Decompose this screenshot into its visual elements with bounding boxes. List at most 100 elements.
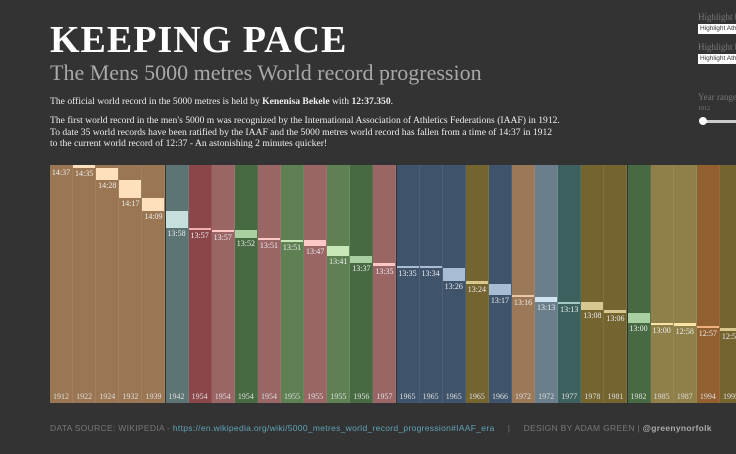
- year-range-label: Year range: [698, 92, 736, 102]
- body-line-3: to the current world record of 12:37 - A…: [50, 138, 328, 149]
- year-label: 1955: [330, 392, 347, 401]
- improvement-block: [73, 165, 96, 169]
- time-label: 12:58: [675, 327, 694, 337]
- improvement-block: [373, 262, 396, 266]
- improvement-block: [396, 265, 419, 268]
- time-label: 14:17: [121, 198, 140, 208]
- record-bar[interactable]: 13:17 1966: [488, 165, 512, 403]
- record-bar[interactable]: 13:37 1956: [350, 165, 374, 403]
- source-link[interactable]: https://en.wikipedia.org/wiki/5000_metre…: [172, 423, 495, 433]
- time-label: 13:24: [467, 284, 486, 294]
- slider-handle[interactable]: [699, 117, 707, 125]
- year-label: 1981: [607, 392, 624, 401]
- year-label: 1954: [214, 392, 231, 401]
- record-bar[interactable]: 13:51 1954: [257, 165, 281, 403]
- year-label: 1987: [676, 392, 693, 401]
- time-label: 12:57: [698, 329, 717, 339]
- time-label: 14:09: [144, 211, 163, 221]
- year-label: 1954: [260, 392, 277, 401]
- record-bar[interactable]: 13:57 1954: [188, 165, 212, 403]
- record-bar[interactable]: 13:35 1965: [396, 165, 420, 403]
- record-bar[interactable]: 13:57 1954: [211, 165, 235, 403]
- record-bar[interactable]: 13:08 1978: [581, 165, 605, 403]
- year-label: 1994: [699, 392, 716, 401]
- year-label: 1954: [191, 392, 208, 401]
- record-bar[interactable]: 13:16 1972: [512, 165, 536, 403]
- improvement-block: [442, 267, 465, 281]
- record-bar[interactable]: 13:58 1942: [165, 165, 189, 403]
- page-title: KEEPING PACE: [50, 19, 348, 61]
- time-label: 13:06: [606, 314, 625, 324]
- year-range-slider[interactable]: [702, 120, 736, 123]
- record-bar[interactable]: 13:51 1955: [281, 165, 305, 403]
- year-label: 1985: [653, 392, 670, 401]
- improvement-block: [465, 280, 488, 284]
- time-label: 14:35: [75, 169, 94, 179]
- time-label: 13:57: [190, 231, 209, 241]
- improvement-block: [350, 256, 373, 263]
- record-bar[interactable]: 14:17 1932: [119, 165, 143, 403]
- improvement-block: [488, 283, 511, 296]
- record-bar[interactable]: 13:13 1972: [535, 165, 559, 403]
- record-bar[interactable]: 14:35 1922: [73, 165, 97, 403]
- year-label: 1957: [376, 392, 393, 401]
- time-label: 13:37: [352, 263, 371, 273]
- record-bar[interactable]: 13:52 1954: [234, 165, 258, 403]
- record-bar[interactable]: 13:06 1981: [604, 165, 628, 403]
- improvement-block: [696, 326, 719, 329]
- time-label: 13:08: [583, 310, 602, 320]
- improvement-block: [142, 197, 165, 211]
- record-bar[interactable]: 13:00 1985: [650, 165, 674, 403]
- year-label: 1932: [122, 392, 139, 401]
- year-label: 1965: [399, 392, 416, 401]
- improvement-block: [719, 327, 736, 331]
- improvement-block: [558, 301, 581, 304]
- record-bar[interactable]: 13:34 1965: [419, 165, 443, 403]
- time-label: 13:52: [236, 239, 255, 249]
- highlight-select-1[interactable]: Highlight Athlete: [698, 24, 736, 34]
- time-label: 13:57: [213, 233, 232, 243]
- improvement-block: [581, 301, 604, 310]
- record-bar[interactable]: 13:41 1955: [327, 165, 351, 403]
- year-label: 1965: [445, 392, 462, 401]
- time-label: 13:47: [306, 247, 325, 257]
- record-bar[interactable]: 14:28 1924: [96, 165, 120, 403]
- year-label: 1954: [237, 392, 254, 401]
- improvement-block: [327, 246, 350, 257]
- time-label: 13:51: [282, 242, 302, 252]
- intro-text: The official world record in the 5000 me…: [50, 96, 570, 108]
- year-label: 1965: [422, 392, 439, 401]
- time-label: 13:35: [398, 268, 417, 278]
- year-label: 1965: [468, 392, 485, 401]
- year-label: 1912: [53, 392, 70, 401]
- time-label: 14:28: [98, 180, 117, 190]
- record-bar[interactable]: 12:58 1987: [673, 165, 697, 403]
- record-bar[interactable]: 13:47 1955: [304, 165, 328, 403]
- highlight-label-2: Highlight by: [698, 42, 736, 52]
- body-line-1: The first world record in the men's 5000…: [50, 115, 560, 126]
- time-label: 13:00: [629, 323, 648, 333]
- record-bar[interactable]: 13:00 1982: [627, 165, 651, 403]
- record-bar[interactable]: 13:24 1965: [465, 165, 489, 403]
- twitter-handle[interactable]: @greenynorfolk: [642, 423, 712, 433]
- improvement-block: [627, 313, 650, 323]
- design-credit: DESIGN BY ADAM GREEN |: [523, 423, 643, 433]
- year-label: 1939: [145, 392, 162, 401]
- improvement-block: [512, 295, 535, 298]
- time-label: 13:13: [537, 302, 556, 312]
- improvement-block: [304, 239, 327, 247]
- record-bar[interactable]: 12:55 1995: [719, 165, 736, 403]
- record-bar[interactable]: 13:26 1965: [442, 165, 466, 403]
- record-bar[interactable]: 13:35 1957: [373, 165, 397, 403]
- year-label: 1922: [76, 392, 93, 401]
- record-bar[interactable]: 14:09 1939: [142, 165, 166, 403]
- year-label: 1955: [307, 392, 324, 401]
- record-bar[interactable]: 12:57 1994: [696, 165, 720, 403]
- improvement-block: [188, 228, 211, 231]
- year-label: 1978: [584, 392, 601, 401]
- intro-end: .: [390, 96, 394, 107]
- highlight-select-2[interactable]: Highlight Athlete: [698, 54, 736, 64]
- record-bar[interactable]: 13:13 1977: [558, 165, 582, 403]
- record-bar[interactable]: 14:37 1912: [50, 165, 74, 403]
- improvement-block: [419, 265, 442, 268]
